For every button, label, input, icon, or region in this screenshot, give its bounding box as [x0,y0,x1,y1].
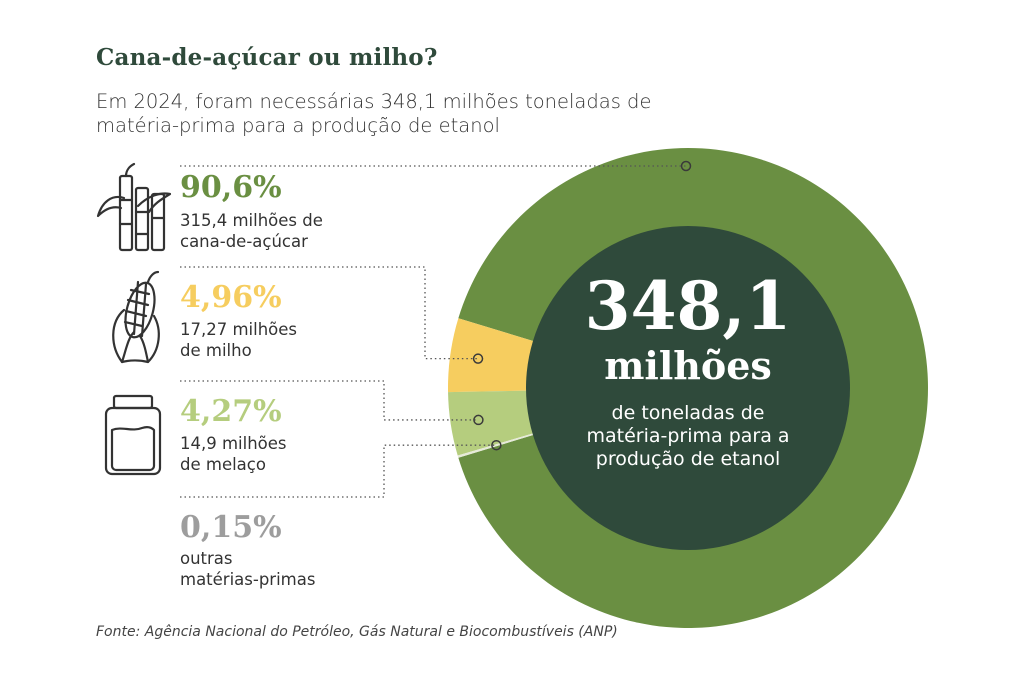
donut-center [526,226,850,550]
sugarcane-icon [96,162,172,252]
item-amount-corn: 17,27 milhões [180,320,298,339]
leader-line-others [180,444,497,498]
item-percent-corn: 4,96% [180,280,282,315]
item-label-sugarcane: cana-de-açúcar [180,232,308,251]
item-label-corn: de milho [180,341,252,360]
center-unit: milhões [604,343,772,388]
leader-dot-sugarcane [680,160,692,172]
chart-title: Cana-de-açúcar ou milho? [96,44,438,71]
item-amount-molasses: 14,9 milhões [180,434,287,453]
leader-line-corn [180,266,479,360]
item-label-molasses: de melaço [180,455,266,474]
jar-icon [104,394,162,476]
item-amount-others: outras [180,549,233,568]
center-description: de toneladas de matéria-prima para a pro… [586,402,790,470]
center-value: 348,1 [584,267,792,345]
item-amount-sugarcane: 315,4 milhões de [180,211,323,230]
leader-dot-corn [472,353,484,364]
item-percent-sugarcane: 90,6% [180,170,282,205]
source-note: Fonte: Agência Nacional do Petróleo, Gás… [96,624,618,640]
corn-icon [112,270,160,364]
item-label-others: matérias-primas [180,570,316,589]
item-percent-molasses: 4,27% [180,394,282,429]
leader-dot-others [491,439,502,451]
leader-dot-molasses [473,414,484,426]
item-percent-others: 0,15% [180,510,282,545]
chart-subtitle: Em 2024, foram necessárias 348,1 milhões… [96,90,652,137]
